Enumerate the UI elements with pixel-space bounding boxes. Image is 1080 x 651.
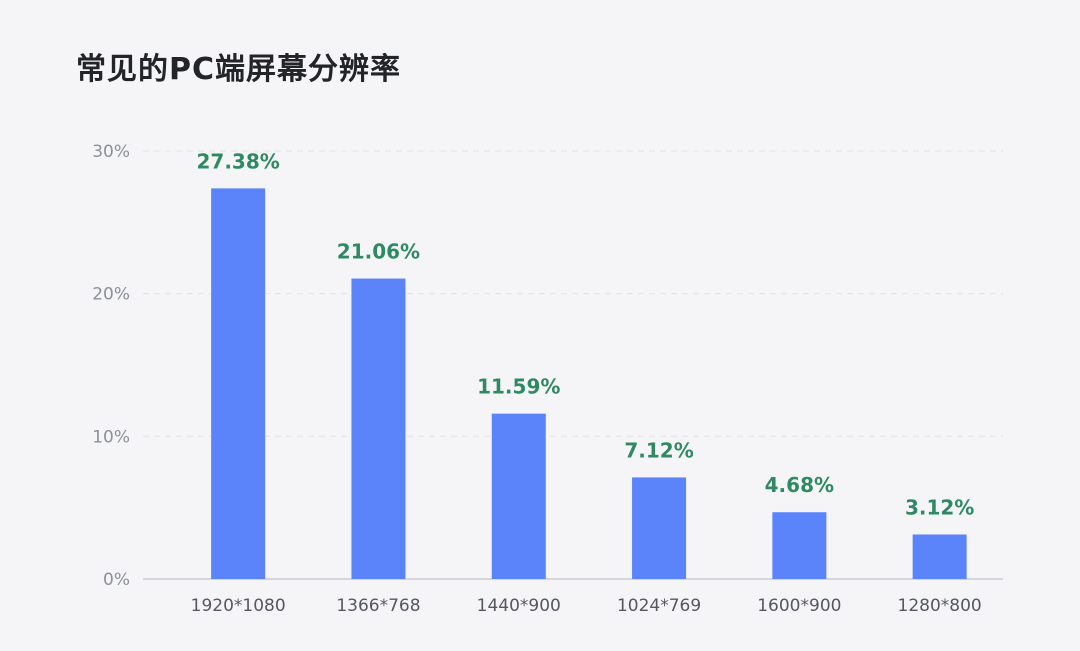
- y-tick-label: 30%: [92, 142, 130, 162]
- data-label: 4.68%: [765, 473, 834, 497]
- data-label: 21.06%: [337, 240, 420, 264]
- chart-title: 常见的PC端屏幕分辨率: [76, 52, 402, 87]
- x-category-label: 1440*900: [477, 596, 561, 616]
- bar-1440*900: [491, 413, 546, 579]
- bar-1024*769: [632, 477, 687, 579]
- data-label: 27.38%: [196, 149, 279, 173]
- bars-layer: [211, 188, 967, 579]
- x-category-label: 1600*900: [757, 596, 841, 616]
- y-tick-label: 0%: [103, 570, 130, 590]
- bar-1920*1080: [211, 188, 266, 579]
- y-tick-label: 20%: [92, 285, 130, 305]
- bar-1280*800: [912, 534, 967, 579]
- x-category-label: 1366*768: [336, 596, 420, 616]
- x-category-label: 1280*800: [898, 596, 982, 616]
- x-category-label: 1024*769: [617, 596, 701, 616]
- data-label: 11.59%: [477, 375, 560, 399]
- labels-layer: 0% 10% 20% 30% 27.38% 1920*1080 21.06% 1366*768…: [92, 142, 982, 616]
- data-label: 7.12%: [624, 438, 693, 462]
- y-tick-label: 10%: [92, 427, 130, 447]
- bar-1600*900: [772, 512, 827, 579]
- bar-1366*768: [351, 278, 406, 579]
- grid-layer: [143, 150, 1003, 580]
- x-category-label: 1920*1080: [191, 596, 286, 616]
- data-label: 3.12%: [905, 495, 974, 519]
